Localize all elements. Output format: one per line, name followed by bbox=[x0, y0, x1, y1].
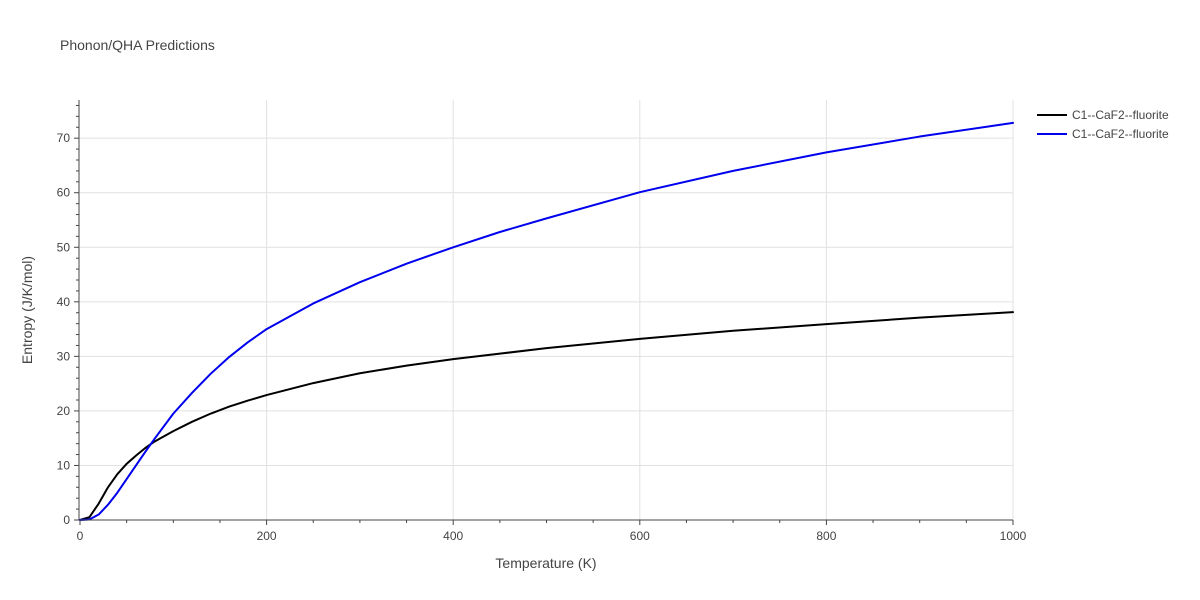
x-tick-label: 600 bbox=[630, 529, 650, 543]
y-tick-label: 50 bbox=[57, 240, 71, 254]
legend-label-2: C1--CaF2--fluorite bbox=[1072, 127, 1169, 141]
y-axis-title: Entropy (J/K/mol) bbox=[19, 256, 35, 364]
series-layer bbox=[79, 121, 1014, 521]
y-tick-label: 30 bbox=[57, 349, 71, 363]
legend-label-1: C1--CaF2--fluorite bbox=[1072, 108, 1169, 122]
x-tick-label: 800 bbox=[816, 529, 836, 543]
legend: C1--CaF2--fluorite C1--CaF2--fluorite bbox=[1037, 108, 1169, 141]
x-tick-label: 0 bbox=[77, 529, 84, 543]
series-line-1 bbox=[79, 311, 1014, 521]
y-tick-label: 60 bbox=[57, 186, 71, 200]
series-line-2 bbox=[79, 121, 1014, 521]
y-tick-label: 10 bbox=[57, 458, 71, 472]
y-tick-label: 0 bbox=[63, 513, 70, 527]
chart-title: Phonon/QHA Predictions bbox=[60, 37, 215, 53]
x-tick-label: 1000 bbox=[1000, 529, 1027, 543]
y-tick-label: 40 bbox=[57, 295, 71, 309]
axes: 0 200 400 600 800 1000 0 10 20 30 40 50 60 70 bbox=[57, 100, 1027, 543]
grid bbox=[80, 100, 1014, 520]
y-tick-label: 20 bbox=[57, 404, 71, 418]
x-tick-label: 200 bbox=[257, 529, 277, 543]
x-axis-title: Temperature (K) bbox=[495, 555, 596, 571]
x-tick-label: 400 bbox=[443, 529, 463, 543]
y-tick-label: 70 bbox=[57, 131, 71, 145]
